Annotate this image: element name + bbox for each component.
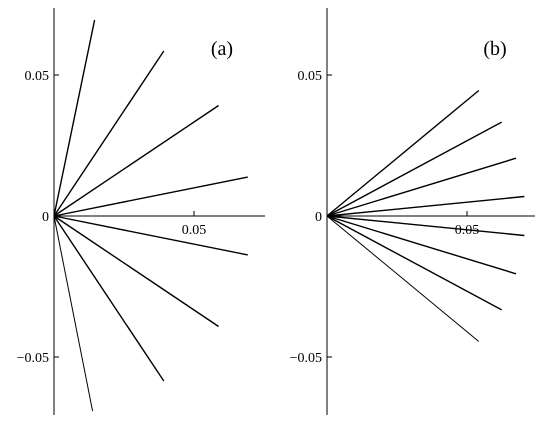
series-line (53, 19, 96, 217)
panel-b: 0.050−0.050.05(b) (290, 8, 535, 415)
series-line (326, 89, 480, 217)
series-line (53, 176, 248, 217)
y-tick-label: 0 (42, 210, 49, 225)
panel-a: 0.05 0 −0.05 0.05 (a) (17, 8, 265, 415)
series-line (326, 215, 517, 275)
series-line (326, 215, 480, 342)
y-tick-label: −0.05 (290, 351, 322, 366)
series-line (53, 104, 219, 217)
x-tick-label: 0.05 (182, 223, 207, 238)
series-line (326, 157, 517, 217)
panel-label: (a) (211, 38, 233, 60)
series-line (53, 215, 248, 256)
series-line (53, 215, 219, 328)
y-tick-label: 0.05 (298, 69, 323, 84)
series-line (326, 195, 525, 217)
y-tick-label: 0.05 (25, 69, 50, 84)
series-line (53, 215, 165, 382)
series-line (53, 50, 165, 217)
series-line (326, 121, 503, 217)
panel-label: (b) (483, 38, 506, 60)
y-tick-label: 0 (315, 210, 322, 225)
series-line (326, 215, 503, 311)
series-line (326, 215, 525, 237)
series-line (53, 215, 94, 412)
y-tick-label: −0.05 (17, 351, 49, 366)
